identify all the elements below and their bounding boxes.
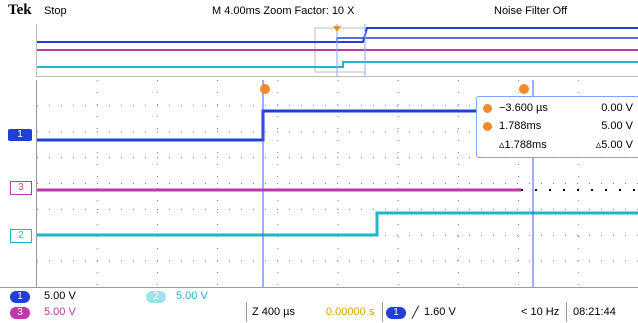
ch2-badge[interactable]: 2: [146, 291, 166, 303]
trigger-source-badge[interactable]: 1: [386, 307, 406, 319]
zoom-factor: Zoom Factor: 10 X: [263, 5, 355, 17]
trigger-level[interactable]: 1.60 V: [424, 306, 456, 318]
trigger-frequency: < 10 Hz: [521, 306, 560, 318]
cursor-b-time: 1.788ms: [499, 120, 542, 132]
overview-ch2-trace: [37, 61, 638, 68]
brand-logo: Tek: [8, 2, 32, 18]
cursor-b-row: 1.788ms 5.00 V: [477, 119, 637, 135]
delta-time: ▵1.788ms: [499, 139, 547, 151]
cursor-a-value: 0.00 V: [601, 102, 633, 114]
noise-filter-status[interactable]: Noise Filter Off: [494, 5, 568, 17]
cursor-a-time: −3.600 µs: [499, 102, 548, 114]
cursor-b-value: 5.00 V: [601, 120, 633, 132]
ch1-ground-marker[interactable]: 1: [8, 129, 32, 141]
cursor-a-dot: [483, 104, 492, 113]
ch1-badge[interactable]: 1: [10, 291, 30, 303]
ch2-scale[interactable]: 5.00 V: [176, 290, 208, 302]
cursor-b-dot: [483, 122, 492, 131]
cursor-a-tag[interactable]: [258, 82, 272, 96]
timebase-readout[interactable]: M 4.00ms Zoom Factor: 10 X: [212, 5, 354, 17]
cursor-a-row: −3.600 µs 0.00 V: [477, 101, 637, 117]
ch2-ground-marker[interactable]: 2: [10, 229, 32, 243]
status-bar: Tek Stop M 4.00ms Zoom Factor: 10 X Nois…: [0, 0, 638, 22]
cursor-delta-row: ▵1.788ms ▵5.00 V: [477, 137, 637, 153]
delta-value: ▵5.00 V: [595, 139, 633, 151]
cursor-a-icon: [260, 84, 270, 94]
readout-bar: 1 5.00 V 2 5.00 V 3 5.00 V Z 400 µs 0.00…: [0, 287, 638, 323]
ch3-badge[interactable]: 3: [10, 307, 30, 319]
cursor-b-icon: [519, 84, 529, 94]
ch2-trace: [37, 211, 638, 237]
main-timebase: M 4.00ms: [212, 5, 261, 17]
divider: [246, 302, 247, 322]
overview-window[interactable]: [36, 24, 638, 77]
ch3-scale[interactable]: 5.00 V: [44, 306, 76, 318]
horizontal-position[interactable]: 0.00000 s: [326, 306, 375, 318]
ch3-ground-marker[interactable]: 3: [10, 181, 32, 195]
overview-trigger-icon: [333, 26, 341, 32]
cursor-b-tag[interactable]: [517, 82, 531, 96]
divider: [382, 302, 383, 322]
clock-readout: 08:21:44: [573, 306, 616, 318]
acquisition-state[interactable]: Stop: [44, 5, 67, 17]
waveform-graticule[interactable]: [36, 80, 638, 287]
trigger-slope-icon: ╱: [412, 307, 419, 319]
ch1-scale[interactable]: 5.00 V: [44, 290, 76, 302]
zoom-timebase[interactable]: Z 400 µs: [252, 306, 296, 318]
cursor-readout-panel[interactable]: −3.600 µs 0.00 V 1.788ms 5.00 V ▵1.788ms…: [476, 96, 638, 158]
divider: [566, 302, 567, 322]
overview-traces: [37, 24, 638, 76]
